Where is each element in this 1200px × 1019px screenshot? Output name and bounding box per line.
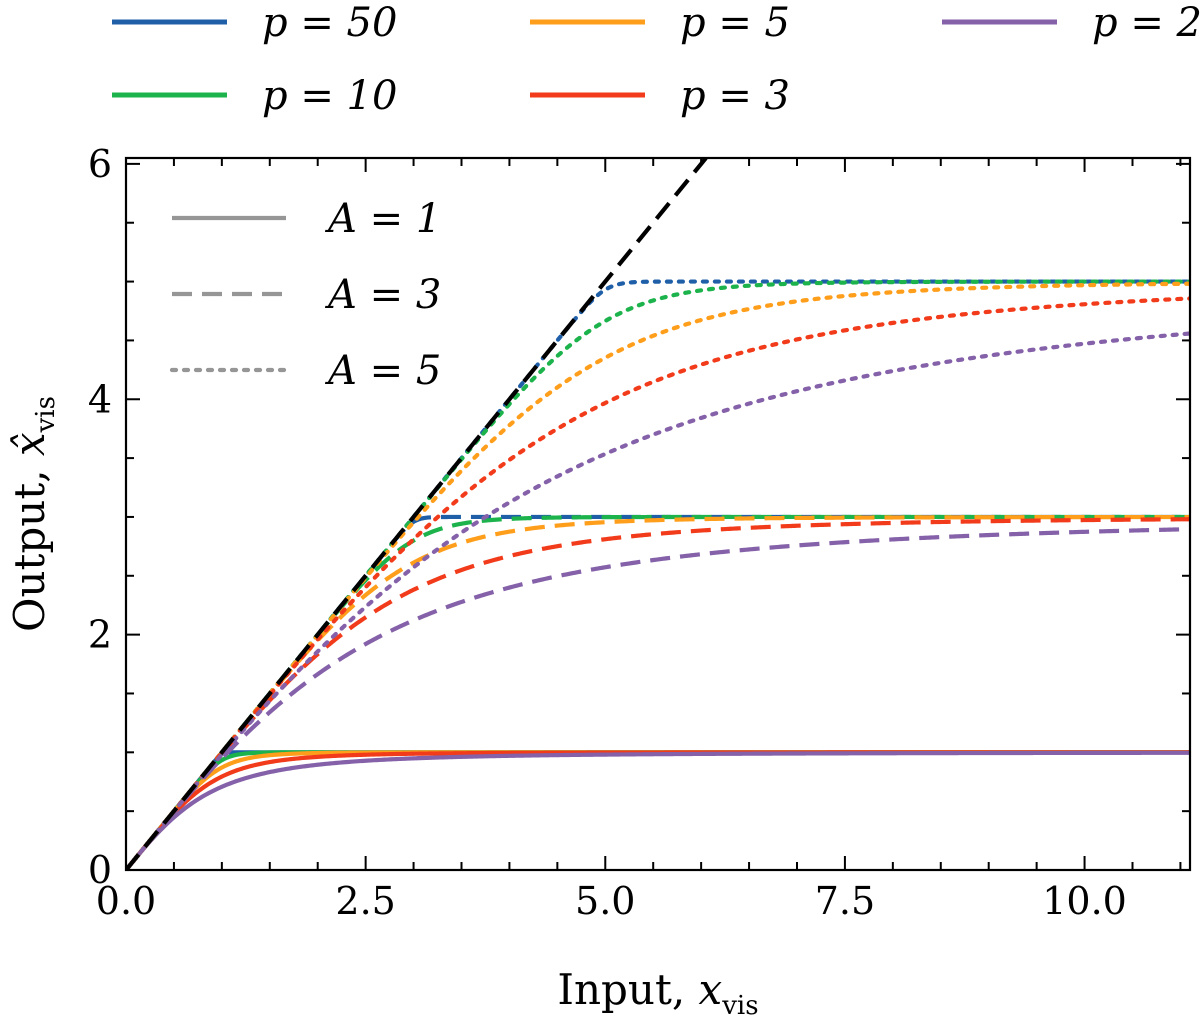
series-line-p5-a5 xyxy=(126,281,1190,870)
series-line-p2-a5 xyxy=(126,331,1190,870)
style-legend: A = 1 A = 3 A = 5 xyxy=(169,196,441,394)
style-label-a1: A = 1 xyxy=(324,196,441,242)
x-tick-label: 0.0 xyxy=(96,879,156,923)
x-tick-label: 5.0 xyxy=(575,879,635,923)
tick-labels: 0.0 2.5 5.0 7.5 10.0 0 2 4 6 xyxy=(88,142,1127,923)
axis-labels: Input, xvis Output, x̂vis xyxy=(5,396,759,1019)
plot-frame xyxy=(124,156,1192,872)
y-tick-label: 6 xyxy=(88,142,112,186)
legend-label-p3: p = 3 xyxy=(680,73,790,119)
series-line-p50-a3 xyxy=(126,514,1190,870)
series-line-p5-a3 xyxy=(126,514,1190,870)
style-label-a3: A = 3 xyxy=(324,272,441,318)
identity-reference-line xyxy=(126,158,708,870)
legend-label-p5: p = 5 xyxy=(680,0,790,46)
y-axis-label: Output, x̂vis xyxy=(5,396,61,632)
series-line-p3-a3 xyxy=(126,517,1190,870)
plot-area: A = 1 A = 3 A = 5 xyxy=(124,156,1192,872)
color-legend: p = 50 p = 5 p = 2 p = 10 p = 3 xyxy=(112,0,1200,119)
legend-label-p10: p = 10 xyxy=(262,73,397,119)
x-axis-label: Input, xvis xyxy=(557,965,758,1019)
x-tick-label: 2.5 xyxy=(335,879,395,923)
series-line-p3-a5 xyxy=(126,296,1190,870)
series-line-p2-a3 xyxy=(126,527,1190,870)
series-line-p10-a3 xyxy=(126,514,1190,870)
y-tick-label: 4 xyxy=(88,377,112,421)
series-line-p2-a1 xyxy=(126,750,1190,870)
x-tick-label: 10.0 xyxy=(1042,879,1127,923)
y-tick-label: 2 xyxy=(88,613,112,657)
axis-ticks xyxy=(125,158,1190,871)
y-tick-label: 0 xyxy=(88,848,112,892)
series-layer xyxy=(126,158,1190,870)
x-tick-label: 7.5 xyxy=(815,879,875,923)
legend-label-p2: p = 2 xyxy=(1092,0,1200,46)
style-label-a5: A = 5 xyxy=(324,348,441,394)
legend-label-p50: p = 50 xyxy=(262,0,397,46)
